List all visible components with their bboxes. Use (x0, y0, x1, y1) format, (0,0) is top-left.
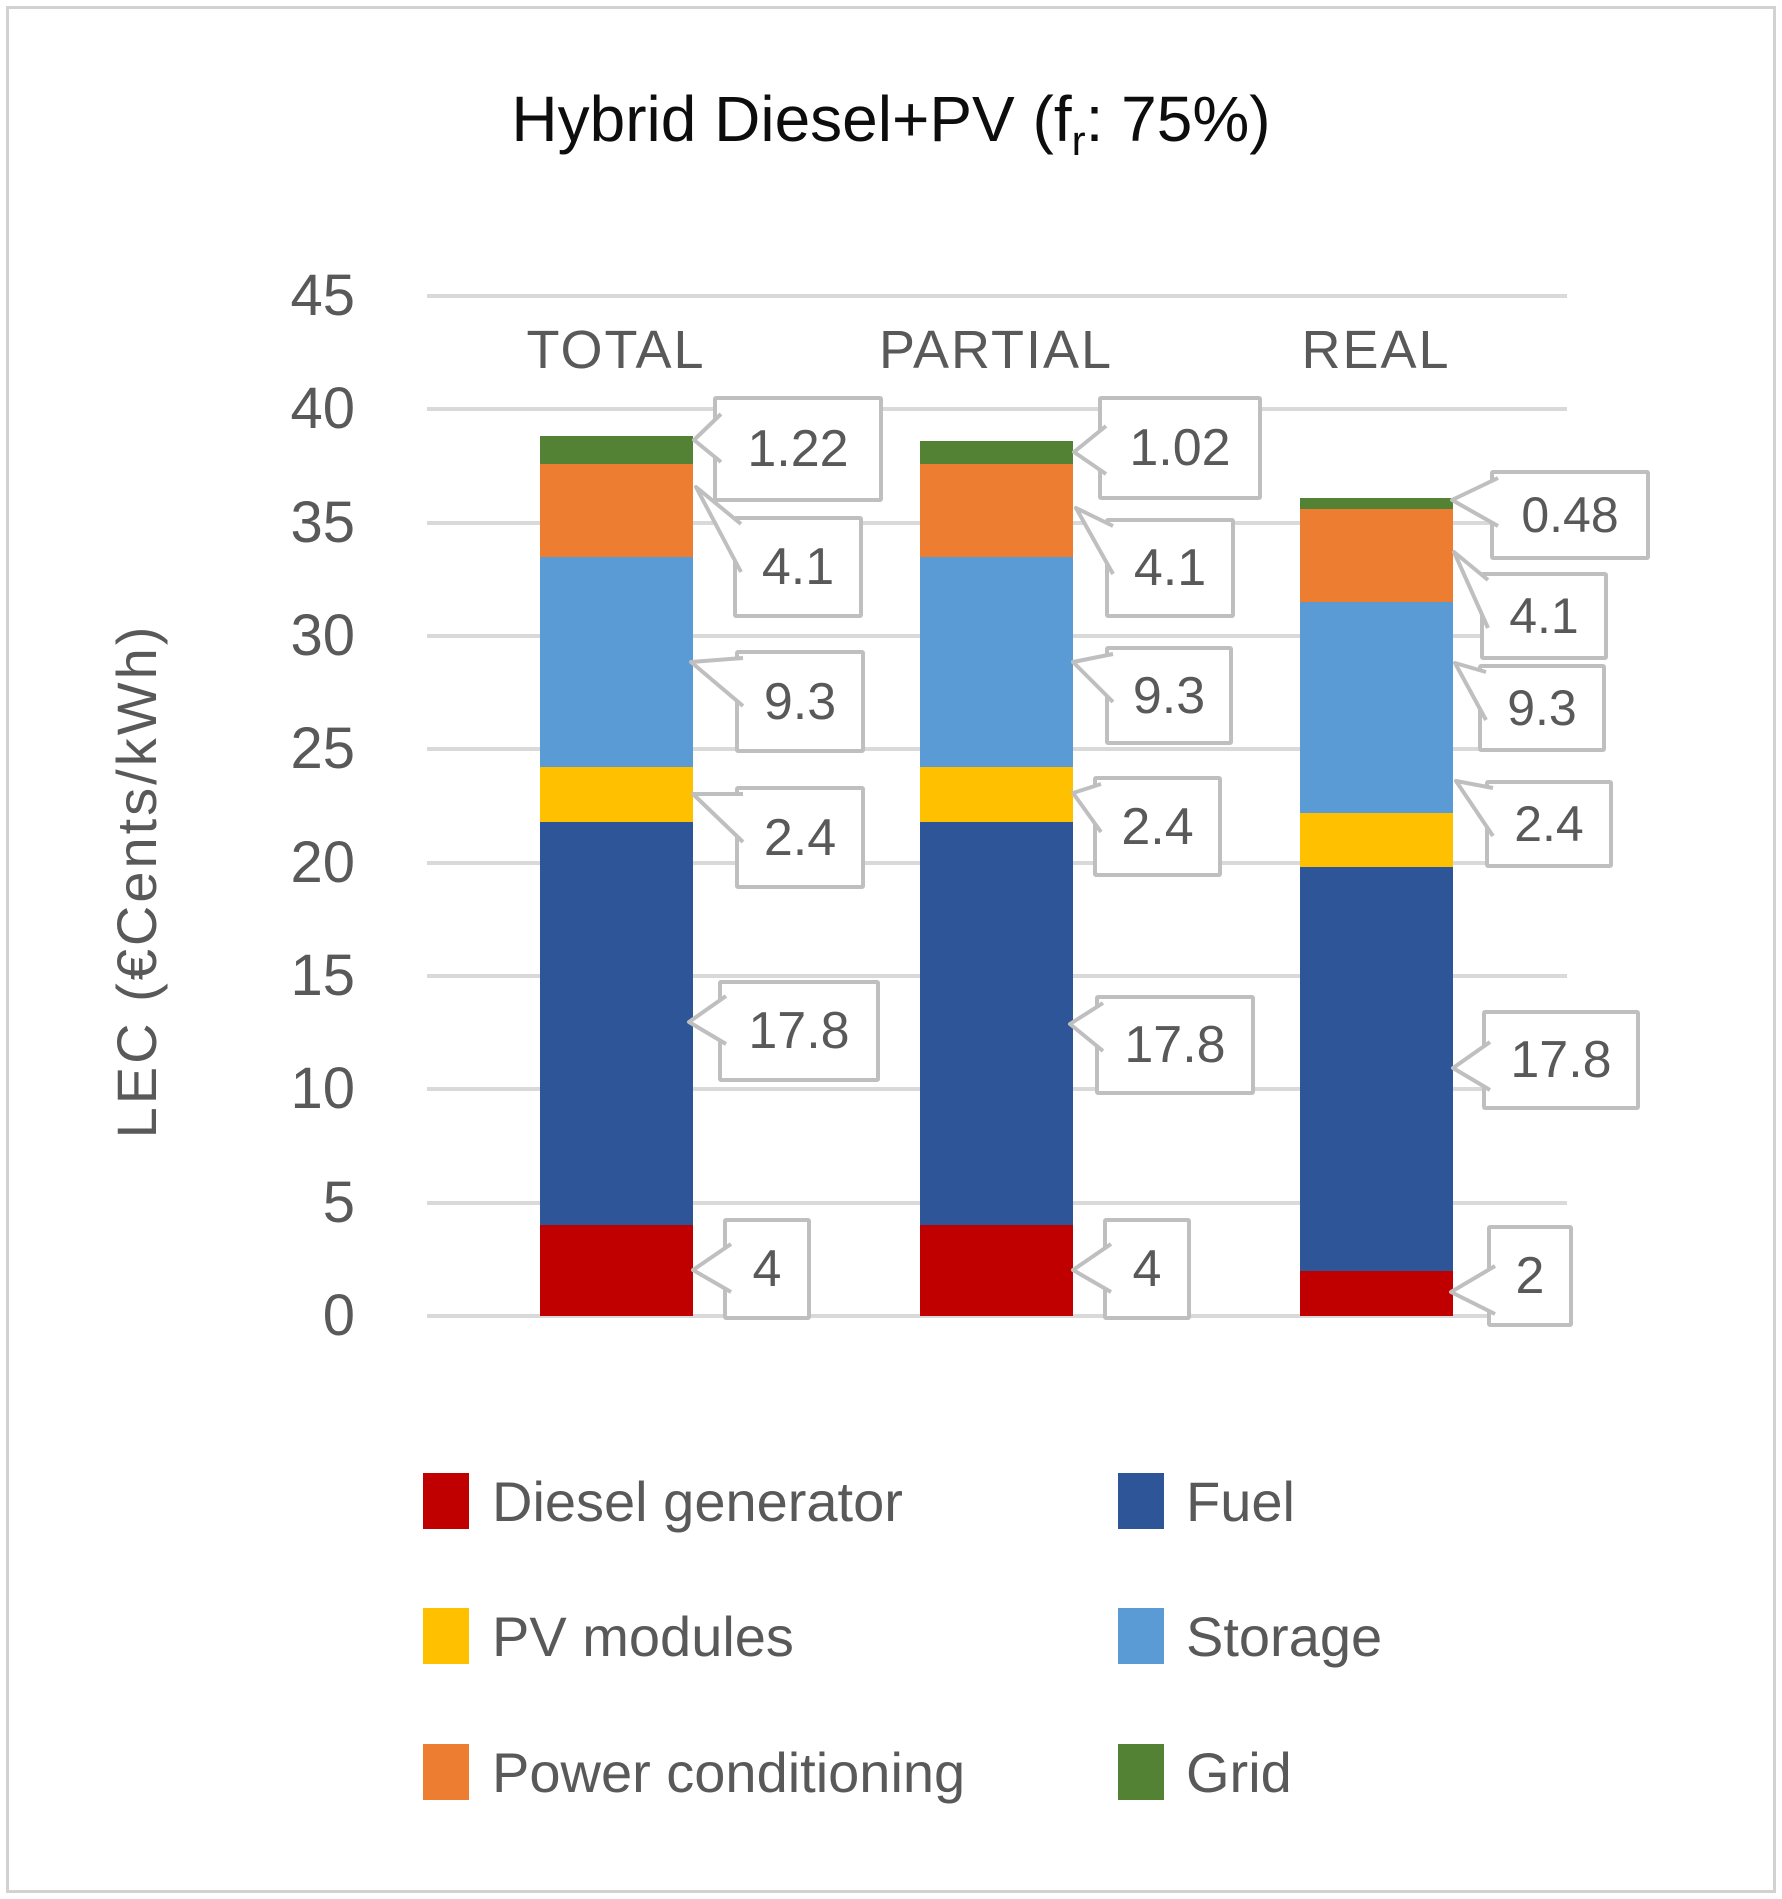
bar-segment (539, 556, 693, 768)
data-label-callout: 4 (723, 1218, 811, 1320)
legend-swatch-icon (1118, 1473, 1164, 1529)
data-label-callout: 9.3 (1105, 646, 1233, 745)
gridline (427, 293, 1567, 298)
y-tick-label: 40 (290, 376, 355, 442)
y-tick-label: 20 (290, 829, 355, 895)
y-tick-label: 15 (290, 942, 355, 1008)
data-label-callout: 1.22 (713, 396, 883, 502)
bar-segment (919, 767, 1073, 822)
legend-swatch-icon (1118, 1608, 1164, 1664)
bar-segment (919, 463, 1073, 557)
data-label-callout: 17.8 (1095, 995, 1255, 1095)
bar-segment (1299, 812, 1453, 868)
bar-segment (1299, 509, 1453, 602)
gridline (427, 1314, 1567, 1318)
bar-segment (1299, 867, 1453, 1271)
legend-item: Storage (0, 1605, 1782, 1678)
bar-segment (919, 556, 1073, 768)
y-tick-label: 0 (322, 1283, 355, 1348)
y-tick-label: 25 (290, 716, 355, 782)
legend-item: PV modules (0, 1605, 1782, 1678)
data-label-callout: 4.1 (1105, 518, 1235, 618)
data-label-callout: 17.8 (718, 980, 880, 1082)
legend-item: Power conditioning (0, 1741, 1782, 1814)
chart-title: Hybrid Diesel+PV (fr: 75%) (0, 64, 1782, 174)
legend-item: Fuel (0, 1470, 1782, 1543)
bar-segment (539, 436, 693, 464)
data-label-callout: 9.3 (1478, 664, 1606, 752)
data-label-callout: 17.8 (1482, 1010, 1640, 1110)
bar-segment (1299, 1270, 1453, 1316)
data-label-callout: 1.02 (1098, 396, 1262, 500)
legend-item: Diesel generator (0, 1470, 1782, 1543)
legend-label: Fuel (1186, 1470, 1295, 1533)
bar-segment (539, 1225, 693, 1316)
category-label-total: TOTAL (526, 320, 706, 380)
legend-label: Storage (1186, 1605, 1383, 1668)
legend-label: Grid (1186, 1741, 1292, 1804)
data-label-callout: 2 (1487, 1225, 1573, 1327)
y-tick-label: 10 (290, 1056, 355, 1122)
bar-segment (1299, 601, 1453, 813)
data-label-callout: 4.1 (733, 516, 863, 618)
data-label-callout: 2.4 (735, 786, 865, 889)
chart-title-suffix: : 75%) (1085, 83, 1271, 155)
category-label-partial: PARTIAL (878, 320, 1114, 380)
data-label-callout: 4 (1103, 1218, 1191, 1320)
legend-item: Grid (0, 1741, 1782, 1814)
legend-label: Power conditioning (492, 1741, 966, 1804)
bar-segment (1299, 498, 1453, 510)
data-label-callout: 2.4 (1485, 780, 1613, 868)
legend-swatch-icon (423, 1744, 469, 1800)
legend-swatch-icon (423, 1473, 469, 1529)
legend-label: PV modules (492, 1605, 794, 1668)
category-label-real: REAL (1301, 320, 1451, 380)
data-label-callout: 4.1 (1480, 572, 1608, 660)
bar-segment (919, 440, 1073, 464)
data-label-callout: 2.4 (1093, 776, 1222, 877)
legend-swatch-icon (423, 1608, 469, 1664)
y-tick-label: 35 (290, 489, 355, 555)
data-label-callout: 9.3 (735, 650, 865, 753)
data-label-callout: 0.48 (1490, 470, 1650, 560)
legend-swatch-icon (1118, 1744, 1164, 1800)
chart-title-prefix: Hybrid Diesel+PV (f (511, 83, 1072, 155)
legend-label: Diesel generator (492, 1470, 903, 1533)
bar-segment (539, 463, 693, 557)
y-tick-label: 45 (290, 262, 355, 328)
gridline (427, 407, 1567, 412)
y-tick-label: 30 (290, 602, 355, 668)
bar-segment (919, 1225, 1073, 1316)
bar-segment (539, 767, 693, 822)
y-tick-label: 5 (322, 1169, 355, 1235)
bar-segment (919, 821, 1073, 1226)
bar-segment (539, 821, 693, 1226)
chart-title-subscript: r (1071, 117, 1086, 164)
